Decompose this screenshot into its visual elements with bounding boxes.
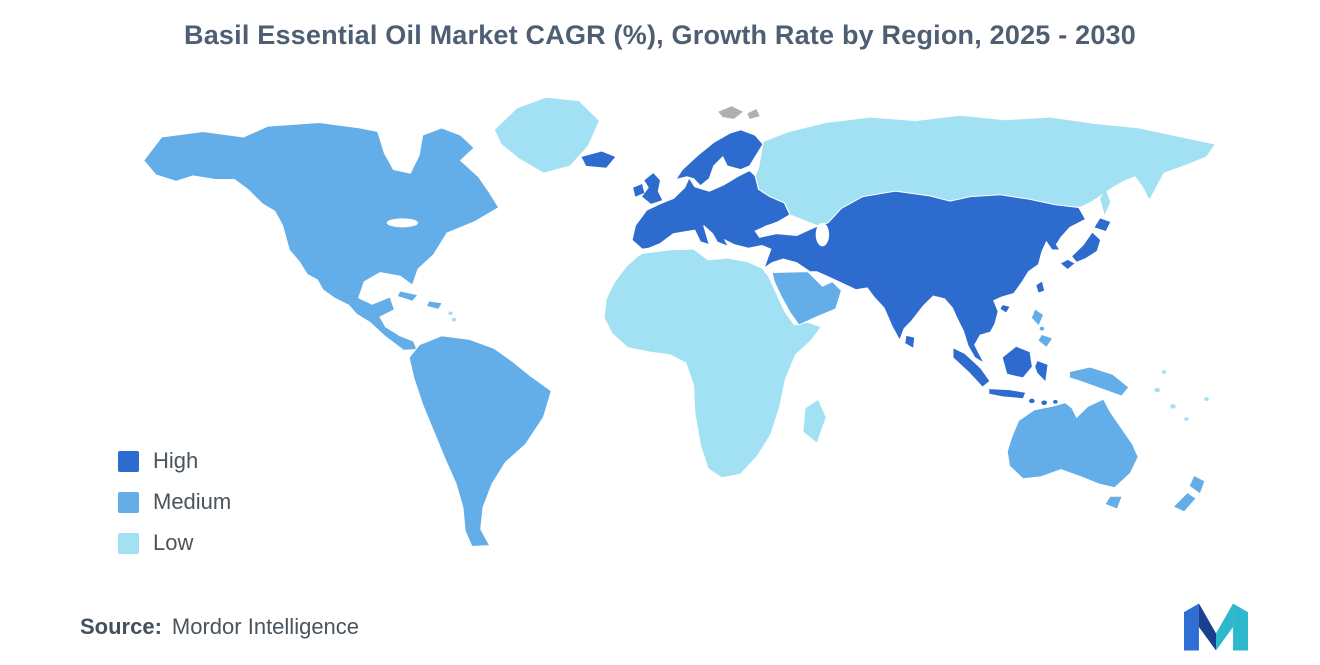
source-row: Source: Mordor Intelligence <box>80 614 359 640</box>
region-south-america <box>408 335 552 547</box>
region-russia <box>754 114 1217 227</box>
region-scandinavia <box>674 129 764 187</box>
region-sulawesi <box>1035 361 1048 382</box>
region-madagascar <box>803 400 826 443</box>
region-hainan <box>1000 305 1010 313</box>
chart-title: Basil Essential Oil Market CAGR (%), Gro… <box>184 20 1136 50</box>
region-lesser-sunda-2 <box>1041 400 1047 405</box>
source-label: Source: <box>80 614 162 639</box>
legend-item-high: High <box>118 448 231 474</box>
caspian-sea <box>815 222 830 247</box>
legend-swatch-low <box>118 532 139 554</box>
legend-label-high: High <box>153 448 199 473</box>
pacific-island-5 <box>1204 397 1209 401</box>
region-svalbard-2 <box>747 108 760 119</box>
region-arabian-peninsula <box>771 271 843 326</box>
region-north-america <box>143 122 500 351</box>
region-sumatra <box>953 348 990 387</box>
pacific-island-1 <box>1154 387 1161 393</box>
region-philippines-visayas <box>1039 326 1045 331</box>
region-great-britain <box>642 173 663 204</box>
region-tasmania <box>1105 496 1122 509</box>
region-australia <box>1006 398 1139 489</box>
region-java <box>989 389 1026 399</box>
source-value: Mordor Intelligence <box>171 614 360 639</box>
region-new-zealand-north <box>1189 475 1205 494</box>
region-japan-hokkaido <box>1094 218 1111 231</box>
pacific-island-2 <box>1170 404 1176 409</box>
logo-middle-left-stroke <box>1198 603 1216 651</box>
region-lesser-sunda-3 <box>1053 400 1058 404</box>
region-ireland <box>633 184 645 197</box>
region-lesser-sunda-1 <box>1029 398 1035 404</box>
region-sri-lanka <box>905 335 915 348</box>
mordor-logo-svg <box>1184 603 1248 651</box>
legend-swatch-high <box>118 450 139 472</box>
legend-label-medium: Medium <box>153 489 232 514</box>
logo-left-stroke <box>1184 603 1199 651</box>
region-iceland <box>581 151 616 168</box>
region-japan-kyushu <box>1060 259 1075 269</box>
pacific-island-4 <box>1161 370 1167 374</box>
region-cuba <box>397 291 417 301</box>
logo-middle-right-stroke <box>1216 603 1234 651</box>
region-philippines-mindanao <box>1038 334 1052 347</box>
antilles-island-1 <box>448 311 453 316</box>
world-map-svg <box>143 96 1217 547</box>
antilles-island-2 <box>451 317 457 322</box>
logo-right-stroke <box>1233 603 1248 651</box>
region-new-guinea <box>1069 367 1129 396</box>
mordor-intelligence-logo <box>1184 603 1248 651</box>
region-taiwan <box>1036 281 1045 293</box>
legend: High Medium Low <box>118 448 231 571</box>
legend-item-medium: Medium <box>118 489 231 515</box>
region-hispaniola <box>427 301 442 309</box>
region-new-zealand-south <box>1174 493 1196 512</box>
region-japan-honshu <box>1072 232 1101 262</box>
region-africa <box>603 248 823 479</box>
pacific-island-3 <box>1184 417 1189 421</box>
region-eurasia-high <box>631 169 1087 365</box>
legend-label-low: Low <box>153 530 194 555</box>
legend-item-low: Low <box>118 530 231 556</box>
great-lakes <box>386 218 419 228</box>
region-borneo <box>1002 346 1032 378</box>
region-svalbard-1 <box>718 106 743 119</box>
world-map <box>100 90 1220 560</box>
region-greenland <box>493 96 601 174</box>
region-sakhalin <box>1100 189 1111 215</box>
black-sea <box>763 223 790 233</box>
region-philippines-luzon <box>1031 309 1044 325</box>
legend-swatch-medium <box>118 491 139 513</box>
